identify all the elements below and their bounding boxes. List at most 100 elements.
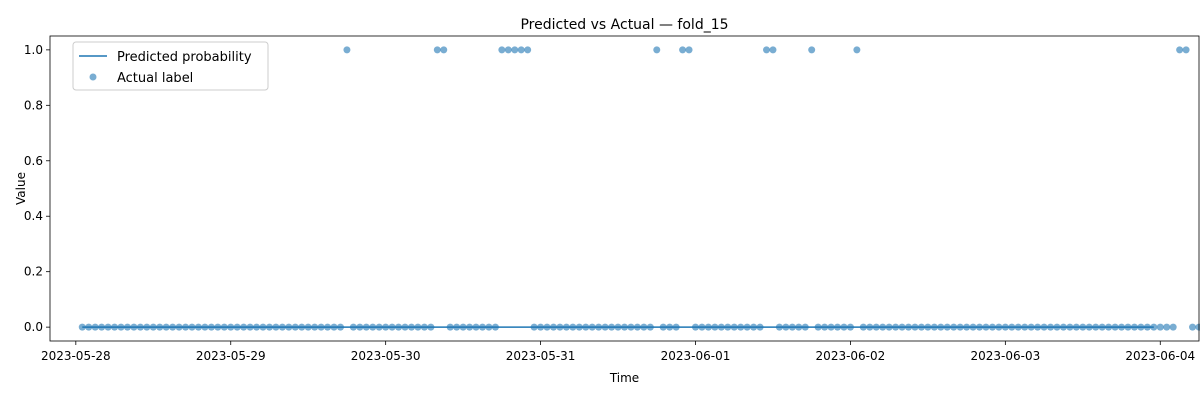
actual-label-point (524, 46, 532, 54)
actual-label-point (1118, 323, 1126, 331)
actual-label-point (98, 323, 106, 331)
actual-label-point (253, 323, 261, 331)
actual-label-point (730, 323, 738, 331)
y-axis-label: Value (14, 172, 28, 205)
actual-label-point (1034, 323, 1042, 331)
legend-point-swatch (89, 73, 97, 81)
y-tick-label: 1.0 (24, 43, 43, 57)
actual-label-point (233, 323, 241, 331)
actual-label-point (149, 323, 157, 331)
actual-label-point (724, 323, 732, 331)
actual-label-point (369, 323, 377, 331)
actual-label-point (194, 323, 202, 331)
actual-label-point (930, 323, 938, 331)
actual-label-point (478, 323, 486, 331)
actual-label-point (530, 323, 538, 331)
actual-label-point (362, 323, 370, 331)
actual-label-point (1008, 323, 1016, 331)
actual-label-point (814, 323, 822, 331)
actual-label-point (866, 323, 874, 331)
actual-label-point (769, 46, 777, 54)
actual-label-point (317, 323, 325, 331)
actual-label-point (304, 323, 312, 331)
actual-label-point (265, 323, 273, 331)
actual-label-point (214, 323, 222, 331)
actual-label-point (188, 323, 196, 331)
legend: Predicted probability Actual label (72, 41, 269, 91)
actual-label-point (440, 46, 448, 54)
actual-label-point (614, 323, 622, 331)
actual-label-point (1027, 323, 1035, 331)
actual-label-point (840, 323, 848, 331)
y-tick-label: 0.0 (24, 320, 43, 334)
y-tick-label: 0.2 (24, 265, 43, 279)
plot-frame (49, 35, 1200, 342)
actual-label-point (834, 323, 842, 331)
actual-label-point (582, 323, 590, 331)
actual-label-point (78, 323, 86, 331)
actual-label-point (446, 323, 454, 331)
actual-label-point (672, 323, 680, 331)
actual-label-point (1072, 323, 1080, 331)
actual-label-point (750, 323, 758, 331)
actual-label-point (227, 323, 235, 331)
actual-label-point (298, 323, 306, 331)
actual-label-point (388, 323, 396, 331)
actual-label-point (717, 323, 725, 331)
actual-label-point (956, 323, 964, 331)
actual-label-point (1079, 323, 1087, 331)
actual-label-point (872, 323, 880, 331)
actual-label-point (117, 323, 125, 331)
x-tick-label: 2023-05-29 (196, 349, 266, 363)
actual-label-point (472, 323, 480, 331)
y-tick-label: 0.6 (24, 154, 43, 168)
actual-label-point (666, 323, 674, 331)
actual-label-point (704, 323, 712, 331)
actual-label-point (898, 323, 906, 331)
actual-label-point (698, 323, 706, 331)
actual-label-point (549, 323, 557, 331)
actual-label-point (1143, 323, 1151, 331)
actual-label-point (1014, 323, 1022, 331)
actual-label-point (795, 323, 803, 331)
actual-label-point (343, 46, 351, 54)
actual-label-point (1169, 323, 1177, 331)
actual-label-point (1085, 323, 1093, 331)
actual-label-point (963, 323, 971, 331)
x-tick-label: 2023-05-30 (351, 349, 421, 363)
actual-label-point (562, 323, 570, 331)
actual-label-point (498, 46, 506, 54)
actual-label-point (291, 323, 299, 331)
actual-label-point (433, 46, 441, 54)
actual-label-point (123, 323, 131, 331)
actual-label-point (1053, 323, 1061, 331)
axis-ticks: 2023-05-28 2023-05-29 2023-05-30 2023-05-31… (24, 43, 1195, 363)
actual-label-point (1130, 323, 1138, 331)
actual-label-point (537, 323, 545, 331)
actual-label-point (111, 323, 119, 331)
actual-label-point (91, 323, 99, 331)
actual-label-point (801, 323, 809, 331)
actual-label-point (136, 323, 144, 331)
actual-label-point (737, 323, 745, 331)
actual-label-point (595, 323, 603, 331)
actual-label-point (808, 46, 816, 54)
legend-label-predicted: Predicted probability (117, 50, 252, 65)
actual-label-point (633, 323, 641, 331)
actual-label-point (375, 323, 383, 331)
actual-label-point (885, 323, 893, 331)
actual-label-point (246, 323, 254, 331)
actual-label-point (517, 46, 525, 54)
actual-label-point (892, 323, 900, 331)
actual-label-point (621, 323, 628, 331)
actual-label-point (504, 46, 512, 54)
actual-label-point (143, 323, 151, 331)
actual-label-point (1098, 323, 1106, 331)
actual-label-point (976, 323, 984, 331)
actual-label-point (466, 323, 474, 331)
actual-label-point (169, 323, 177, 331)
x-tick-label: 2023-06-01 (661, 349, 731, 363)
plot-area (78, 46, 1200, 331)
actual-label-point (1189, 323, 1197, 331)
